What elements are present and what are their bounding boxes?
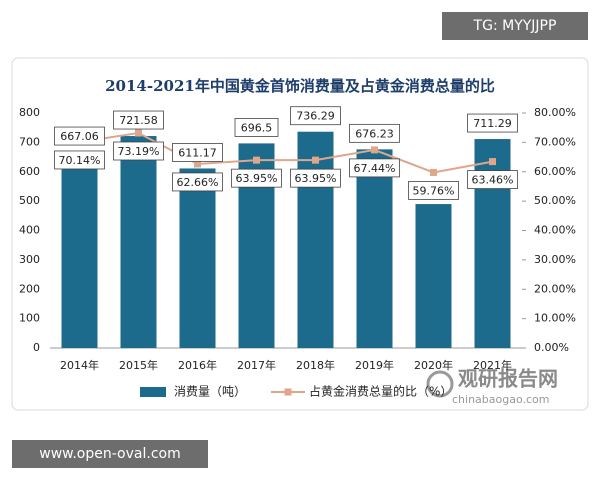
- data-label-box: [349, 158, 400, 178]
- data-label-box: [290, 106, 341, 126]
- y2-tick-label: 40.00%: [534, 224, 576, 237]
- legend-swatch: [140, 387, 166, 397]
- y2-tick-label: 70.00%: [534, 135, 576, 148]
- data-label-box: [113, 141, 164, 161]
- data-label: 70.14%: [59, 154, 101, 167]
- data-label: 59.76%: [413, 184, 455, 197]
- y-tick-label: 700: [19, 135, 40, 148]
- y-tick-label: 200: [19, 282, 40, 295]
- data-label: 696.5: [241, 121, 273, 134]
- data-label-box: [172, 143, 223, 162]
- data-label: 676.23: [355, 127, 394, 140]
- logo-url: chinabaogao.com: [452, 393, 550, 406]
- watermark: TG: MYYJJPP: [473, 18, 557, 34]
- chart-title: 2014-2021年中国黄金首饰消费量及占黄金消费总量的比: [105, 77, 495, 95]
- data-label: 63.46%: [472, 174, 514, 187]
- data-label: 62.66%: [177, 176, 219, 189]
- legend-label: 消费量（吨）: [174, 385, 246, 399]
- y-tick-label: 500: [19, 194, 40, 207]
- bar: [297, 131, 334, 348]
- legend-swatch: [284, 388, 292, 396]
- x-tick-label: 2021年: [473, 358, 512, 372]
- y2-tick-label: 80.00%: [534, 106, 576, 119]
- y-tick-label: 0: [33, 341, 40, 354]
- data-label-box: [290, 168, 341, 188]
- y2-tick-label: 0.00%: [534, 341, 569, 354]
- line-marker: [253, 156, 260, 164]
- y2-tick-label: 20.00%: [534, 282, 576, 295]
- data-label: 611.17: [178, 146, 217, 159]
- watermark-box: [12, 440, 208, 468]
- y2-tick-label: 10.00%: [534, 312, 576, 325]
- bar: [179, 168, 216, 348]
- data-label-box: [54, 150, 105, 170]
- data-label: 73.19%: [118, 145, 160, 158]
- data-label-box: [172, 172, 223, 192]
- line-marker: [194, 160, 201, 168]
- data-label: 711.29: [473, 117, 512, 130]
- y-tick-label: 400: [19, 224, 40, 237]
- legend-label: 占黄金消费总量的比（%）: [309, 384, 452, 399]
- y2-tick-label: 50.00%: [534, 194, 576, 207]
- y2-tick-label: 30.00%: [534, 253, 576, 266]
- x-tick-label: 2016年: [178, 358, 217, 372]
- bar: [415, 204, 452, 348]
- line-marker: [135, 129, 142, 137]
- data-label: 721.58: [119, 114, 158, 127]
- line-marker: [371, 146, 378, 154]
- data-label-box: [54, 126, 105, 146]
- line-marker: [430, 168, 437, 176]
- x-tick-label: 2017年: [237, 358, 276, 372]
- data-label-box: [234, 118, 279, 137]
- y-tick-label: 100: [19, 312, 40, 325]
- watermark-box: [442, 12, 588, 40]
- x-tick-label: 2018年: [296, 358, 335, 372]
- watermark: www.open-oval.com: [39, 446, 180, 462]
- line: [79, 131, 493, 174]
- data-label-box: [231, 168, 282, 188]
- data-label: 736.29: [296, 110, 335, 123]
- bar: [61, 152, 98, 348]
- logo: 观研报告网: [458, 367, 558, 391]
- data-label: 67.44%: [354, 162, 396, 175]
- line-marker: [312, 156, 319, 164]
- x-tick-label: 2019年: [355, 358, 394, 372]
- data-label: 63.95%: [236, 172, 278, 185]
- data-label-box: [467, 170, 518, 189]
- y-tick-label: 300: [19, 253, 40, 266]
- x-tick-label: 2014年: [60, 358, 99, 372]
- x-tick-label: 2015年: [119, 358, 158, 372]
- bar: [120, 136, 157, 348]
- data-label-box: [349, 123, 400, 143]
- y2-tick-label: 60.00%: [534, 165, 576, 178]
- line-marker: [489, 158, 496, 166]
- bar: [356, 149, 393, 348]
- y-tick-label: 600: [19, 165, 40, 178]
- x-tick-label: 2020年: [414, 358, 453, 372]
- data-label-box: [113, 110, 164, 130]
- data-label: 667.06: [60, 130, 99, 143]
- y-tick-label: 800: [19, 106, 40, 119]
- data-label: 63.95%: [295, 172, 337, 185]
- data-label-box: [408, 181, 459, 200]
- logo-icon: [426, 370, 454, 398]
- data-label-box: [467, 113, 518, 133]
